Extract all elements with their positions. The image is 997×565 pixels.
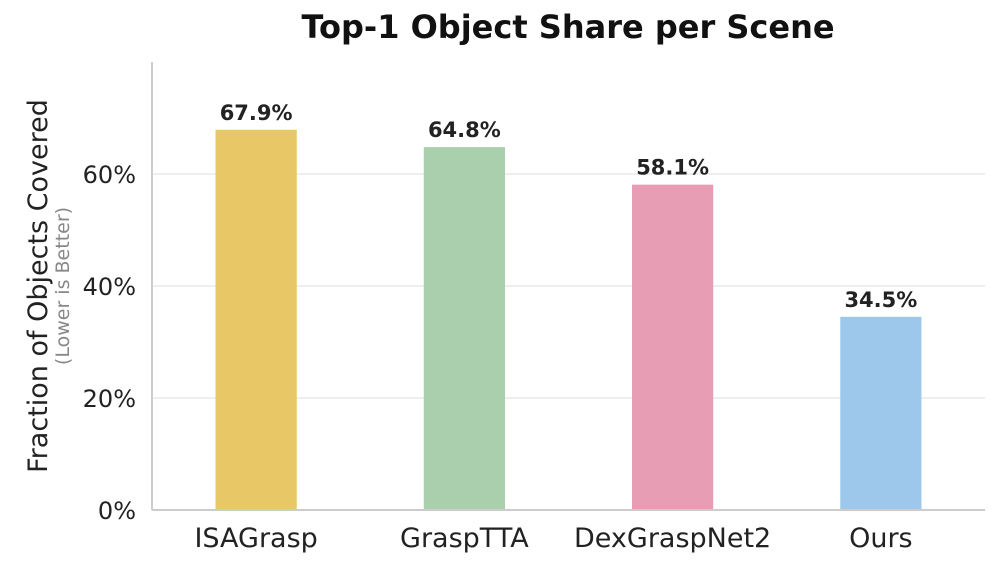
data-label: 58.1%	[636, 156, 709, 180]
y-tick-label: 60%	[83, 161, 136, 189]
y-axis-note: (Lower is Better)	[52, 207, 74, 365]
y-tick-label: 40%	[83, 273, 136, 301]
bar-ours	[840, 316, 922, 510]
category-label: ISAGrasp	[194, 523, 317, 554]
bar-dexgraspnet2	[632, 184, 714, 510]
category-label: DexGraspNet2	[574, 523, 771, 554]
y-tick-label: 20%	[83, 385, 136, 413]
chart-title: Top-1 Object Share per Scene	[301, 8, 834, 46]
data-label: 34.5%	[844, 288, 917, 312]
y-tick-labels: 0% 20% 40% 60%	[83, 161, 136, 525]
data-label: 67.9%	[220, 101, 293, 125]
data-labels: 67.9% 64.8% 58.1% 34.5%	[220, 101, 918, 312]
category-labels: ISAGrasp GraspTTA DexGraspNet2 Ours	[194, 523, 912, 554]
y-axis-label: Fraction of Objects Covered	[23, 99, 54, 473]
y-tick-label: 0%	[98, 497, 136, 525]
category-label: GraspTTA	[400, 523, 529, 554]
bar-grasptta	[423, 147, 505, 510]
category-label: Ours	[849, 523, 913, 554]
data-label: 64.8%	[428, 118, 501, 142]
bar-isagrasp	[215, 129, 297, 510]
bars	[215, 129, 922, 510]
